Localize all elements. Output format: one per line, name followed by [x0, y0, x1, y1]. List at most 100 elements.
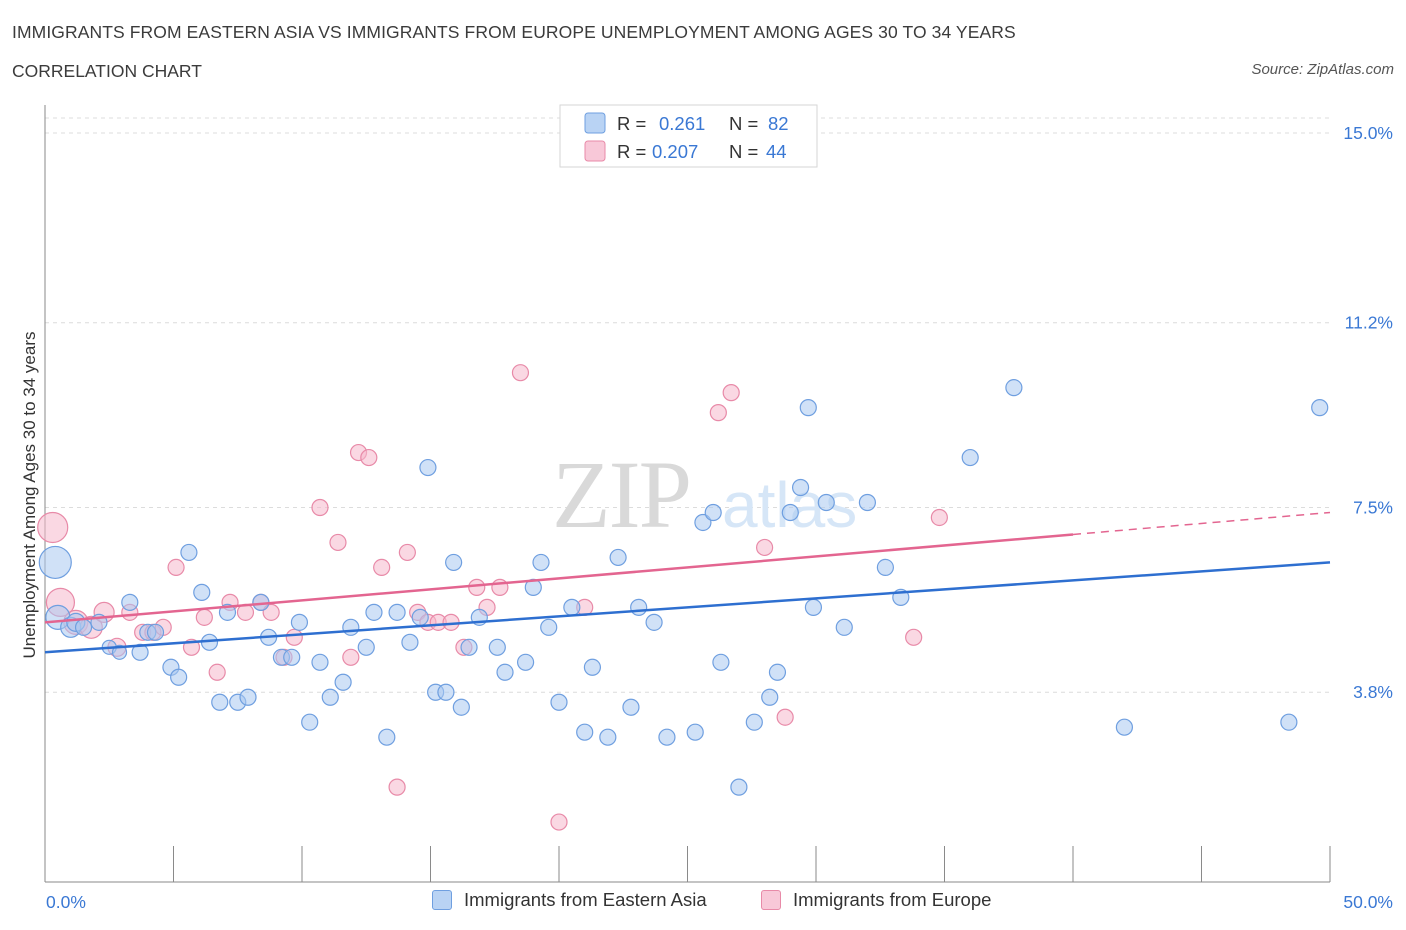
data-point-eastern-asia [768, 663, 787, 681]
y-tick-label: 11.2% [1345, 313, 1393, 333]
data-point-eastern-asia [180, 543, 198, 562]
data-point-europe [37, 511, 69, 544]
data-point-eastern-asia [1280, 713, 1298, 731]
data-point-europe [398, 543, 416, 562]
data-point-eastern-asia [388, 603, 406, 621]
data-point-eastern-asia [781, 503, 799, 522]
data-point-eastern-asia [411, 608, 429, 626]
data-point-eastern-asia [342, 618, 360, 636]
data-point-eastern-asia [365, 603, 383, 621]
stats-legend-n-label-blue: N = [729, 113, 758, 134]
axes [44, 105, 1331, 883]
data-point-eastern-asia [301, 713, 319, 731]
stats-legend-n-value-blue: 82 [768, 113, 789, 134]
stats-legend-r-label-pink: R = [617, 141, 646, 162]
data-point-eastern-asia [290, 613, 309, 631]
data-point-eastern-asia [804, 598, 823, 616]
data-point-europe [195, 608, 213, 626]
data-point-eastern-asia [858, 493, 877, 512]
legend-swatch-europe [761, 890, 781, 910]
data-point-eastern-asia [74, 618, 93, 636]
legend-label-eastern-asia: Immigrants from Eastern Asia [464, 889, 707, 910]
source-label: Source: ZipAtlas.com [1251, 61, 1394, 78]
data-point-europe [905, 628, 923, 646]
legend-swatch-eastern-asia [432, 890, 452, 910]
trend-line-europe-dashed [1072, 511, 1331, 536]
chart-subtitle: CORRELATION CHART [12, 61, 202, 81]
data-point-europe [311, 498, 329, 517]
stats-legend: R = 0.261 N = 82 R = 0.207 N = 44 [559, 104, 818, 168]
data-point-eastern-asia [460, 638, 478, 656]
y-tick-label: 7.5% [1353, 497, 1393, 517]
data-point-eastern-asia [218, 603, 237, 621]
data-point-europe [709, 404, 727, 422]
data-point-eastern-asia [193, 583, 211, 601]
legend-item-eastern-asia: Immigrants from Eastern Asia [432, 889, 707, 911]
y-tick-label: 15.0% [1343, 123, 1393, 143]
data-point-eastern-asia [452, 698, 470, 716]
data-point-europe [285, 628, 303, 646]
series-europe-points [37, 364, 948, 831]
data-point-eastern-asia [334, 673, 352, 691]
data-point-eastern-asia [283, 648, 301, 666]
data-point-eastern-asia [357, 638, 375, 656]
data-point-eastern-asia [516, 653, 535, 671]
data-point-europe [930, 508, 948, 527]
watermark-zip: ZIP [552, 441, 690, 548]
data-point-eastern-asia [961, 448, 979, 467]
stats-legend-r-label-blue: R = [617, 113, 646, 134]
stats-legend-swatch-pink [584, 140, 606, 162]
data-point-eastern-asia [686, 723, 704, 741]
stats-legend-r-value-blue: 0.261 [659, 113, 705, 134]
data-point-eastern-asia [170, 668, 188, 686]
data-point-eastern-asia [563, 598, 581, 616]
tick-labels: 3.8% 7.5% 11.2% 15.0% 0.0% 50.0% [46, 123, 1393, 912]
data-point-eastern-asia [111, 644, 128, 660]
data-point-eastern-asia [630, 598, 648, 616]
data-point-eastern-asia [131, 643, 149, 661]
data-point-europe [755, 538, 774, 557]
data-point-eastern-asia [817, 493, 835, 512]
x-tick-label: 0.0% [46, 892, 86, 912]
data-point-eastern-asia [583, 658, 602, 676]
data-point-europe [550, 813, 568, 831]
data-point-europe [167, 558, 185, 577]
data-point-eastern-asia [401, 633, 419, 651]
data-point-eastern-asia [876, 558, 894, 577]
data-point-europe [388, 778, 406, 796]
data-point-eastern-asia [791, 478, 810, 497]
data-point-eastern-asia [419, 458, 437, 477]
stats-legend-r-value-pink: 0.207 [652, 141, 698, 162]
data-point-eastern-asia [437, 683, 455, 701]
data-point-europe [329, 533, 347, 552]
data-point-eastern-asia [239, 688, 257, 706]
data-point-eastern-asia [745, 713, 763, 731]
data-point-eastern-asia [540, 618, 558, 636]
y-axis-label: Unemployment Among Ages 30 to 34 years [20, 332, 39, 659]
data-point-eastern-asia [211, 693, 229, 711]
legend-item-europe: Immigrants from Europe [761, 889, 991, 911]
data-point-europe [776, 708, 794, 726]
trend-lines [44, 511, 1331, 654]
data-point-eastern-asia [609, 548, 627, 567]
data-point-eastern-asia [730, 778, 748, 796]
data-point-eastern-asia [378, 728, 396, 746]
stats-legend-n-value-pink: 44 [766, 141, 787, 162]
stats-legend-swatch-blue [584, 112, 606, 134]
x-tick-label: 50.0% [1343, 892, 1393, 912]
series-eastern-asia-points [38, 379, 1329, 796]
data-point-eastern-asia [712, 653, 730, 671]
stats-legend-n-label-pink: N = [729, 141, 758, 162]
data-point-eastern-asia [488, 638, 506, 656]
data-point-eastern-asia [496, 663, 514, 681]
data-point-eastern-asia [146, 623, 165, 641]
data-point-eastern-asia [1115, 718, 1134, 736]
data-point-eastern-asia [121, 593, 139, 611]
data-point-eastern-asia [576, 723, 594, 741]
data-point-europe [208, 663, 226, 681]
data-point-europe [511, 364, 530, 382]
data-point-eastern-asia [799, 399, 817, 417]
legend-label-europe: Immigrants from Europe [793, 889, 992, 910]
data-point-eastern-asia [645, 613, 663, 631]
